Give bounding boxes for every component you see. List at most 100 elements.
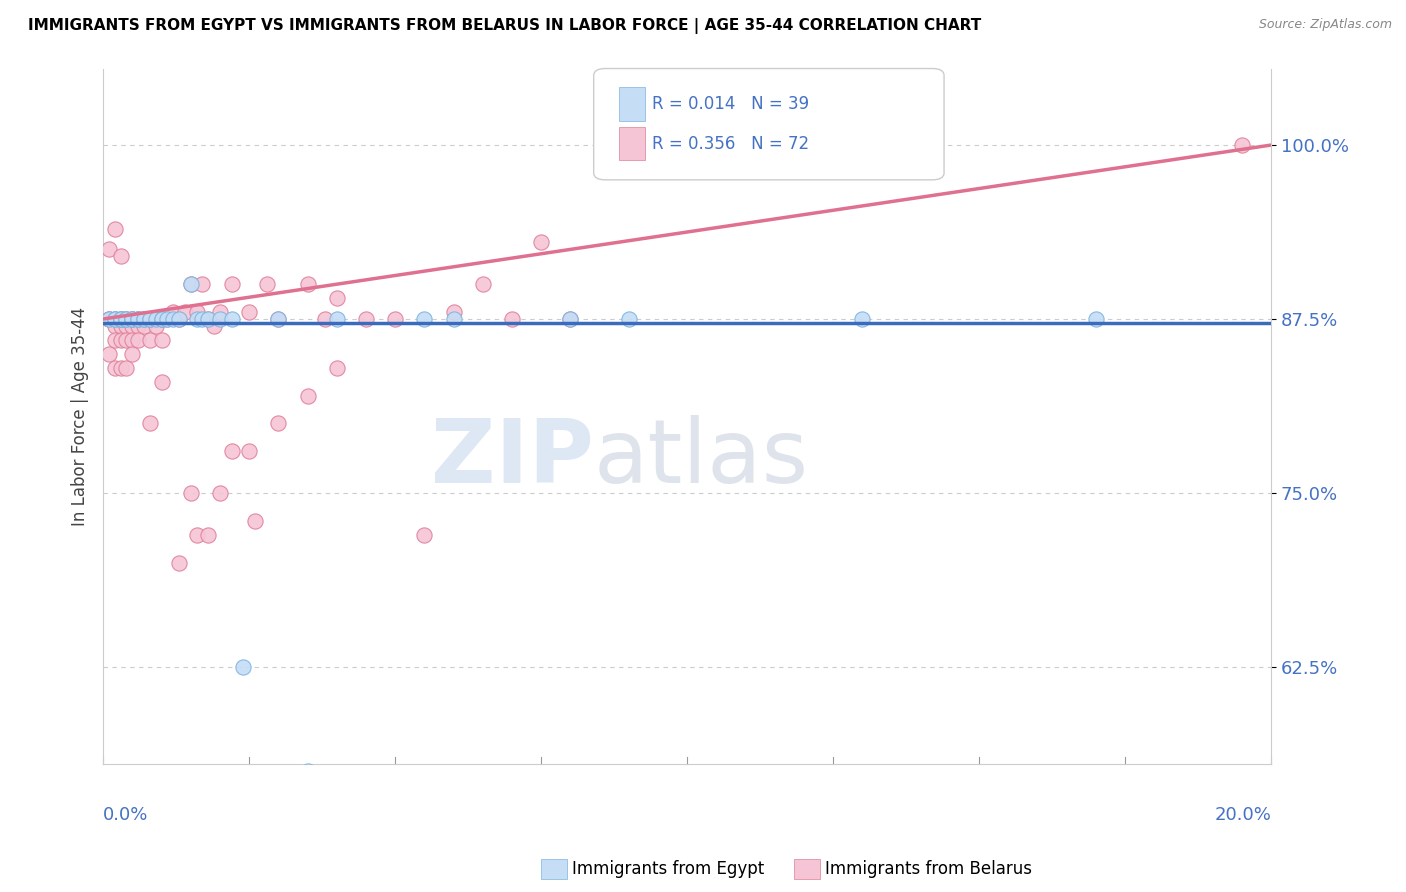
Point xyxy=(167,312,190,326)
Point xyxy=(256,277,278,292)
Point xyxy=(314,312,336,326)
Point xyxy=(98,312,121,326)
Point xyxy=(121,347,143,361)
Point xyxy=(238,444,260,458)
Y-axis label: In Labor Force | Age 35-44: In Labor Force | Age 35-44 xyxy=(72,307,89,526)
Point xyxy=(167,556,190,570)
Point xyxy=(232,660,254,674)
Point xyxy=(202,318,225,333)
Point xyxy=(267,312,290,326)
Point xyxy=(297,277,319,292)
Point xyxy=(221,312,243,326)
Point xyxy=(1084,312,1107,326)
Point xyxy=(443,312,465,326)
Text: 20.0%: 20.0% xyxy=(1215,806,1271,824)
Point xyxy=(115,318,138,333)
Point xyxy=(121,312,143,326)
Point xyxy=(197,527,219,541)
Text: IMMIGRANTS FROM EGYPT VS IMMIGRANTS FROM BELARUS IN LABOR FORCE | AGE 35-44 CORR: IMMIGRANTS FROM EGYPT VS IMMIGRANTS FROM… xyxy=(28,18,981,34)
Point xyxy=(110,312,132,326)
Point xyxy=(139,333,162,347)
Point xyxy=(139,312,162,326)
Point xyxy=(104,221,127,235)
Point xyxy=(180,277,202,292)
Point xyxy=(243,514,266,528)
Point xyxy=(384,312,406,326)
Point xyxy=(127,312,149,326)
Point xyxy=(156,312,179,326)
Point xyxy=(115,312,138,326)
Point xyxy=(180,486,202,500)
Point xyxy=(104,333,127,347)
Point xyxy=(471,277,494,292)
Point xyxy=(560,312,582,326)
Point xyxy=(150,312,173,326)
Point xyxy=(197,312,219,326)
Bar xyxy=(620,87,645,120)
Point xyxy=(191,312,214,326)
Point xyxy=(267,417,290,431)
Point xyxy=(221,277,243,292)
Text: R = 0.356   N = 72: R = 0.356 N = 72 xyxy=(652,135,810,153)
Point xyxy=(145,318,167,333)
Point xyxy=(139,312,162,326)
Point xyxy=(110,312,132,326)
Point xyxy=(139,312,162,326)
Point xyxy=(208,486,231,500)
Point xyxy=(150,333,173,347)
Point xyxy=(208,312,231,326)
FancyBboxPatch shape xyxy=(593,69,943,180)
Point xyxy=(98,312,121,326)
Point xyxy=(115,312,138,326)
Point xyxy=(104,312,127,326)
Point xyxy=(127,333,149,347)
Point xyxy=(325,291,347,305)
Text: Immigrants from Belarus: Immigrants from Belarus xyxy=(825,860,1032,878)
Text: ZIP: ZIP xyxy=(430,415,593,501)
Point xyxy=(121,318,143,333)
Point xyxy=(150,312,173,326)
Point xyxy=(208,305,231,319)
Point xyxy=(191,277,214,292)
Text: Source: ZipAtlas.com: Source: ZipAtlas.com xyxy=(1258,18,1392,31)
Point xyxy=(121,333,143,347)
Point xyxy=(110,312,132,326)
Point xyxy=(110,249,132,263)
Point xyxy=(156,312,179,326)
Point xyxy=(851,312,873,326)
Point xyxy=(221,444,243,458)
Point xyxy=(104,312,127,326)
Point xyxy=(139,417,162,431)
Point xyxy=(121,312,143,326)
Point xyxy=(132,312,155,326)
Point xyxy=(145,312,167,326)
Point xyxy=(127,312,149,326)
Point xyxy=(186,312,208,326)
Point xyxy=(110,360,132,375)
Point xyxy=(104,318,127,333)
Point xyxy=(617,312,640,326)
Point xyxy=(132,312,155,326)
Point xyxy=(186,527,208,541)
Point xyxy=(443,305,465,319)
Point xyxy=(354,312,377,326)
Point xyxy=(297,388,319,402)
Point xyxy=(560,312,582,326)
Point xyxy=(325,312,347,326)
Point xyxy=(127,318,149,333)
Point xyxy=(173,305,195,319)
Point xyxy=(1230,138,1253,153)
Point xyxy=(162,312,184,326)
Point xyxy=(121,312,143,326)
Point xyxy=(115,333,138,347)
Point xyxy=(150,375,173,389)
Point xyxy=(98,347,121,361)
Point xyxy=(325,360,347,375)
Point xyxy=(110,333,132,347)
Point xyxy=(132,312,155,326)
Point xyxy=(121,312,143,326)
Point xyxy=(110,312,132,326)
Point xyxy=(297,764,319,779)
Point xyxy=(115,312,138,326)
Point xyxy=(267,312,290,326)
